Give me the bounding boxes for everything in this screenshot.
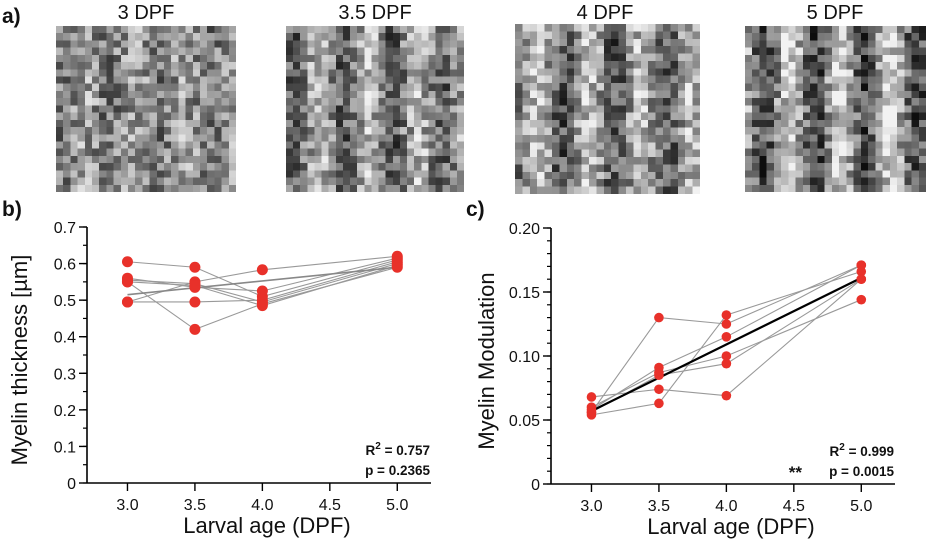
- plot-c-x-axis-label: Larval age (DPF): [647, 514, 815, 539]
- plot-c-data-point: [721, 390, 732, 401]
- panel-c-label: c): [466, 198, 485, 221]
- plot-c-y-axis-label: Myelin Modulation: [474, 272, 499, 449]
- microscopy-image-5dpf: [745, 26, 926, 192]
- plot-c-data-point: [856, 266, 867, 277]
- plot-c-data-point: [721, 332, 732, 342]
- plot-c-data-point: [721, 310, 732, 320]
- plot-c-x-tick-label: 3.5: [648, 498, 670, 515]
- plot-b-series-line-larva-7: [127, 264, 398, 307]
- plot-b-x-tick-label: 3.5: [184, 497, 206, 514]
- plot-b-data-point: [189, 261, 201, 273]
- plot-b-y-tick-label: 0.1: [54, 439, 76, 456]
- plot-b-y-tick-label: 0.5: [54, 293, 76, 310]
- image-title-3-5dpf: 3.5 DPF: [338, 2, 412, 24]
- plot-c-y-tick-label: 0.20: [509, 221, 540, 238]
- plot-c-data-point: [721, 351, 732, 361]
- plot-b-y-tick-label: 0.3: [54, 366, 76, 383]
- plot-b-x-tick-label: 4.5: [319, 497, 341, 514]
- plot-c-data-point: [721, 358, 732, 369]
- plot-c-data-point: [654, 398, 664, 409]
- plot-b-data-point: [256, 264, 268, 276]
- plot-c-significance-stars: **: [789, 463, 803, 482]
- plot-c-series-line-larva-3: [591, 264, 862, 411]
- plot-b-data-point: [256, 300, 268, 312]
- image-title-3dpf: 3 DPF: [117, 2, 175, 24]
- plot-c-r-squared-label: R2 = 0.999: [830, 442, 894, 459]
- panel-a-label: a): [2, 5, 21, 28]
- plot-c-y-tick-label: 0: [531, 477, 540, 494]
- plot-c-data-point: [586, 392, 597, 402]
- plot-b-y-tick-label: 0.4: [54, 330, 76, 347]
- plot-b-data-point: [256, 285, 268, 297]
- plot-c-x-tick-label: 3.0: [580, 498, 602, 515]
- plot-b-data-point: [121, 256, 133, 268]
- plot-c-y-tick-label: 0.05: [509, 413, 540, 430]
- plot-b-y-tick-label: 0.2: [54, 403, 76, 420]
- plot-c-x-tick-label: 5.0: [850, 498, 872, 515]
- plot-c-data-point: [856, 274, 867, 285]
- plot-c-x-tick-label: 4.5: [783, 498, 805, 515]
- plot-c-fit-line: [590, 276, 862, 413]
- microscopy-image-3dpf: [56, 26, 236, 192]
- plot-c-y-tick-label: 0.15: [509, 285, 540, 302]
- plot-b-y-axis-label: Myelin thickness [µm]: [7, 255, 32, 466]
- plot-c-data-point: [586, 407, 597, 418]
- plot-c-series-line-larva-1: [591, 264, 862, 413]
- plot-b-data-point: [391, 259, 403, 271]
- plot-b-series-line-larva-2: [127, 263, 398, 303]
- plot-c-data-point: [856, 294, 867, 305]
- plot-b-data-point: [121, 276, 133, 288]
- plot-c-data-point: [721, 319, 732, 329]
- plot-b-data-point: [189, 296, 201, 308]
- plot-c-data-point: [654, 370, 664, 381]
- microscopy-image-4dpf: [515, 24, 700, 194]
- plot-b-x-tick-label: 4.0: [251, 497, 273, 514]
- plot-b-x-axis-label: Larval age (DPF): [183, 513, 351, 538]
- plot-b-x-tick-label: 3.0: [116, 497, 138, 514]
- plot-b-data-point: [121, 296, 133, 308]
- plot-b-y-tick-label: 0.6: [54, 257, 76, 274]
- plot-b-y-tick-label: 0: [67, 476, 76, 493]
- plot-b-r-squared-label: R2 = 0.757: [366, 441, 430, 458]
- plot-b-fit-line: [127, 266, 398, 296]
- image-title-4dpf: 4 DPF: [576, 2, 634, 24]
- plot-c-x-tick-label: 4.0: [715, 498, 737, 515]
- plot-c-data-point: [654, 384, 664, 395]
- plot-b-data-point: [189, 323, 201, 335]
- image-title-5dpf: 5 DPF: [806, 2, 864, 24]
- plot-b-series-line-larva-6: [127, 261, 398, 303]
- plot-b-series-line-larva-1: [127, 259, 398, 298]
- panel-b-label: b): [2, 198, 22, 221]
- plot-c-data-point: [654, 312, 664, 323]
- plot-b-data-point: [189, 280, 201, 292]
- plot-c-series-line-larva-2: [591, 278, 862, 398]
- plot-b-x-tick-label: 5.0: [386, 497, 408, 514]
- plot-b-p-value-label: p = 0.2365: [365, 463, 430, 478]
- plot-c-y-tick-label: 0.10: [509, 349, 540, 366]
- plot-b-y-tick-label: 0.7: [54, 220, 76, 237]
- microscopy-image-3-5dpf: [286, 26, 464, 192]
- plot-c-series-line-larva-4: [591, 270, 862, 416]
- plot-c-p-value-label: p = 0.0015: [829, 464, 894, 479]
- plot-c-series-line-larva-5: [591, 299, 862, 408]
